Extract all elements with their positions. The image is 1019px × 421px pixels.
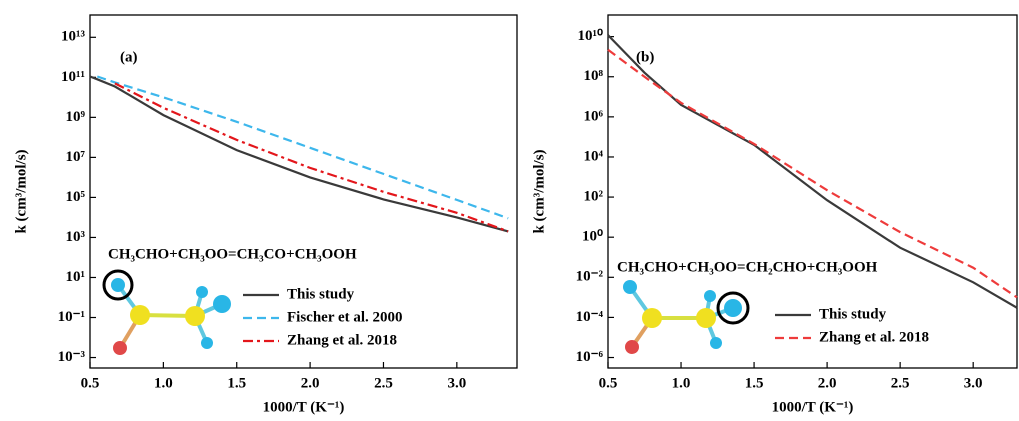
annotation: (b): [636, 49, 654, 65]
x-tick-label: 2.5: [374, 375, 393, 391]
x-tick-label: 3.0: [964, 375, 983, 391]
annotation: (a): [120, 49, 138, 65]
x-tick-label: 2.0: [818, 375, 837, 391]
y-tick-label: 10⁸: [584, 68, 604, 84]
series-line: [115, 83, 508, 231]
y-tick-label: 10⁻⁶: [576, 349, 604, 365]
y-axis-label: k (cm³/mol/s): [13, 149, 29, 233]
legend-label: Zhang et al. 2018: [287, 332, 397, 348]
y-tick-label: 10¹³: [61, 29, 85, 45]
panel: 0.5 1.0 1.5 2.0 2.5 3.0 10¹⁰ 10⁸ 10⁶ 10⁴ 10² 10⁰ 10⁻…: [531, 15, 1017, 415]
y-tick-label: 10⁻¹: [58, 309, 85, 325]
y-tick-label: 10⁵: [66, 189, 86, 205]
y-axis-label: k (cm³/mol/s): [531, 149, 547, 233]
x-tick-label: 3.0: [447, 375, 466, 391]
molecule-b: [623, 280, 748, 354]
panel: 0.5 1.0 1.5 2.0 2.5 3.0 10¹³ 10¹¹ 10⁹ 10⁷ 10⁵ 10³ 10…: [13, 15, 517, 415]
y-tick-label: 10¹¹: [61, 69, 85, 85]
y-tick-label: 10¹: [66, 269, 86, 285]
x-tick-label: 1.5: [227, 375, 246, 391]
y-tick-label: 10⁴: [584, 148, 604, 164]
y-tick-label: 10⁻²: [576, 269, 604, 285]
y-tick-label: 10⁻³: [58, 349, 86, 365]
y-tick-label: 10⁰: [582, 229, 603, 245]
x-tick-label: 1.0: [154, 375, 173, 391]
x-axis-label: 1000/T (K⁻¹): [772, 399, 854, 415]
y-tick-label: 10¹⁰: [577, 28, 603, 44]
legend-label: Fischer et al. 2000: [287, 309, 403, 325]
y-tick-label: 10⁷: [66, 149, 86, 165]
plot-frame: [608, 15, 1017, 368]
y-tick-label: 10⁹: [66, 109, 86, 125]
x-tick-label: 1.5: [745, 375, 764, 391]
series-line: [90, 77, 508, 232]
y-tick-label: 10⁻⁴: [576, 309, 604, 325]
annotation: CH₃CHO+CH₃OO=CH₃CO+CH₃OOH: [108, 246, 357, 262]
x-tick-label: 0.5: [81, 375, 100, 391]
y-tick-label: 10³: [66, 229, 86, 245]
x-axis-label: 1000/T (K⁻¹): [263, 399, 345, 415]
x-tick-label: 1.0: [672, 375, 691, 391]
molecule-a: [104, 271, 231, 355]
y-tick-label: 10²: [584, 189, 604, 205]
legend-label: This study: [287, 286, 355, 302]
x-tick-label: 2.5: [891, 375, 910, 391]
x-tick-label: 2.0: [301, 375, 320, 391]
legend-label: This study: [819, 306, 887, 322]
x-tick-label: 0.5: [599, 375, 618, 391]
legend-label: Zhang et al. 2018: [819, 329, 929, 345]
series-line: [97, 77, 508, 219]
y-tick-label: 10⁶: [584, 108, 604, 124]
annotation: CH₃CHO+CH₃OO=CH₂CHO+CH₃OOH: [617, 259, 878, 275]
figure: 0.5 1.0 1.5 2.0 2.5 3.0 10¹³ 10¹¹ 10⁹ 10⁷ 10⁵ 10³ 10…: [0, 0, 1019, 421]
